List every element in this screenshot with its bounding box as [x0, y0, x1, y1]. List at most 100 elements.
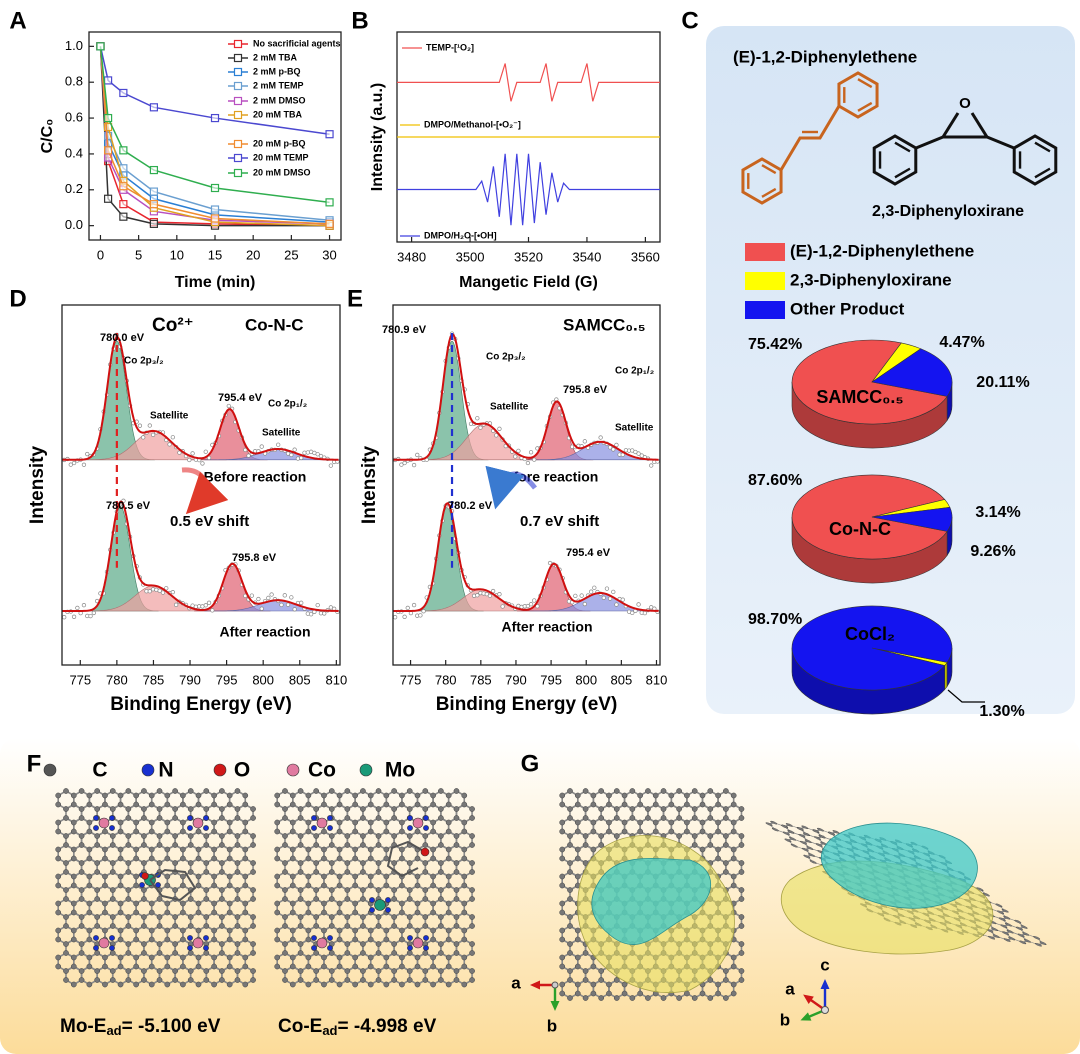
carbon-atom — [195, 900, 202, 907]
carbon-atom — [226, 801, 233, 808]
carbon-atom — [234, 788, 241, 794]
carbon-atom — [684, 801, 690, 808]
carbon-atom — [438, 896, 444, 902]
carbon-atom — [180, 981, 186, 988]
legend-swatch — [745, 272, 785, 290]
carbon-atom — [203, 833, 210, 839]
carbon-atom — [801, 847, 809, 852]
leader-line — [947, 689, 985, 703]
carbon-atom — [297, 833, 304, 839]
data-point — [119, 200, 128, 209]
carbon-atom — [313, 806, 320, 812]
data-dot — [516, 448, 521, 454]
carbon-atom — [375, 977, 382, 983]
carbon-atom — [211, 936, 217, 943]
carbon-atom — [598, 806, 605, 812]
legend-label: 2 mM TBA — [253, 52, 298, 62]
carbon-atom — [1039, 941, 1047, 945]
axis-letter: a — [785, 979, 795, 998]
annotation: Satellite — [615, 423, 654, 434]
carbon-atom — [282, 833, 288, 839]
carbon-atom — [156, 941, 163, 947]
carbon-atom — [78, 914, 85, 920]
carbon-atom — [336, 900, 343, 907]
double-bond — [894, 141, 911, 153]
carbon-atom — [803, 854, 811, 859]
carbon-atom — [699, 801, 706, 808]
carbon-atom — [790, 843, 798, 848]
carbon-atom — [344, 815, 351, 821]
carbon-atom — [70, 855, 77, 862]
carbon-atom — [559, 792, 566, 799]
carbon-atom — [63, 806, 69, 812]
data-dot — [620, 597, 625, 602]
carbon-atom — [242, 936, 249, 943]
carbon-atom — [422, 923, 429, 929]
carbon-atom — [305, 801, 312, 808]
carbon-atom — [629, 788, 636, 794]
carbon-atom — [707, 806, 714, 812]
carbon-atom — [469, 887, 475, 893]
carbon-atom — [102, 873, 108, 880]
carbon-atom — [141, 833, 147, 839]
x-tick-label: 10 — [170, 247, 184, 262]
carbon-atom — [367, 882, 374, 889]
legend-swatch — [233, 168, 243, 178]
carbon-atom — [242, 873, 249, 880]
carbon-atom — [125, 788, 132, 794]
data-dot — [85, 451, 90, 457]
carbon-atom — [321, 873, 327, 880]
carbon-atom — [78, 950, 85, 956]
carbon-atom — [559, 828, 566, 835]
carbon-atom — [234, 977, 241, 983]
dopant-atom — [316, 817, 328, 829]
carbon-atom — [336, 954, 343, 961]
carbon-atom — [297, 806, 304, 812]
carbon-atom — [414, 873, 421, 880]
dopant-atom — [203, 825, 209, 831]
carbon-atom — [344, 896, 351, 902]
carbon-atom — [598, 968, 605, 974]
atom-legend-dot — [286, 763, 300, 777]
carbon-atom — [78, 860, 85, 866]
carbon-atom — [559, 954, 566, 961]
carbon-atom — [203, 950, 210, 956]
series-line — [99, 46, 330, 227]
carbon-atom — [469, 923, 475, 929]
carbon-atom — [715, 828, 721, 835]
carbon-atom — [383, 936, 390, 943]
chart-title: SAMCC₀.₅ — [563, 315, 646, 334]
y-axis-label: Intensity — [27, 446, 48, 525]
carbon-atom — [211, 828, 217, 835]
carbon-atom — [321, 927, 327, 934]
carbon-atom — [219, 806, 225, 812]
pie-slice — [791, 474, 948, 560]
carbon-atom — [367, 801, 374, 808]
carbon-atom — [102, 792, 108, 799]
carbon-atom — [567, 788, 573, 794]
carbon-atom — [613, 977, 620, 983]
carbon-atom — [274, 909, 281, 916]
carbon-atom — [997, 910, 1005, 915]
carbon-atom — [133, 882, 139, 889]
carbon-atom — [723, 869, 729, 875]
carbon-atom — [117, 873, 124, 880]
x-tick-label: 810 — [325, 672, 347, 687]
carbon-atom — [219, 941, 225, 947]
carbon-atom — [70, 963, 77, 970]
carbon-atom — [352, 801, 358, 808]
carbon-atom — [461, 963, 468, 970]
carbon-atom — [274, 936, 281, 943]
carbon-atom — [305, 855, 312, 862]
carbon-atom — [250, 806, 256, 812]
axis-arrowhead — [803, 994, 814, 1004]
carbon-atom — [1019, 940, 1027, 945]
carbon-atom — [590, 792, 597, 799]
panel-label: C — [681, 7, 698, 34]
carbon-atom — [219, 788, 225, 794]
carbon-atom — [242, 792, 249, 799]
energy-part: Mo-E — [60, 1016, 106, 1037]
carbon-atom — [414, 801, 421, 808]
panel-background — [0, 738, 1080, 1054]
carbon-atom — [63, 914, 69, 920]
